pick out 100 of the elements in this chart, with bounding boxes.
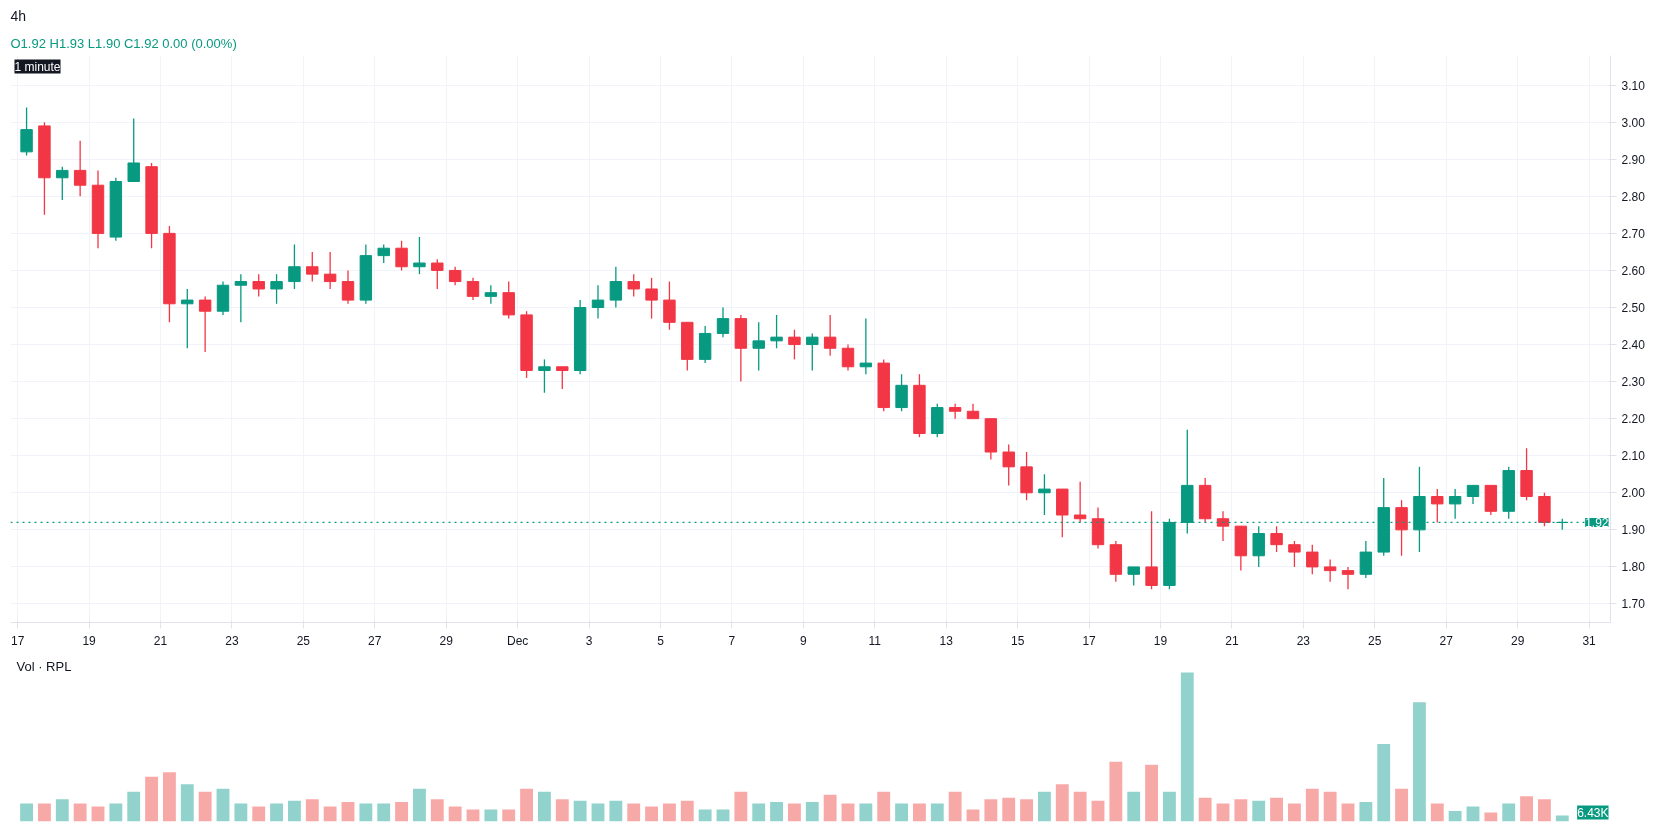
- y-tick-label: 2.70: [1621, 226, 1646, 241]
- bar: [448, 806, 462, 822]
- bar: [680, 800, 694, 822]
- bar: [984, 799, 998, 822]
- bar: [1395, 788, 1408, 822]
- candlestick: [1359, 540, 1373, 579]
- x-tick-label: 11: [868, 633, 882, 648]
- bar: [948, 791, 962, 822]
- x-tick-label: 29: [1510, 633, 1525, 648]
- candlestick: [645, 277, 658, 320]
- annotation: 1 minute: [14, 59, 61, 74]
- bar: [323, 806, 337, 822]
- x-tick-label: 27: [368, 633, 382, 648]
- candlestick: [1038, 473, 1051, 516]
- bar: [180, 784, 194, 822]
- x-tick-label: 21: [1225, 633, 1239, 648]
- bar: [359, 803, 373, 822]
- candlestick: [841, 343, 855, 372]
- bar: [698, 809, 712, 822]
- bar: [216, 788, 230, 822]
- candlestick: [752, 321, 765, 372]
- bar: [1484, 812, 1498, 822]
- bar: [520, 788, 533, 822]
- candlestick: [1448, 488, 1462, 520]
- candlestick: [323, 251, 337, 290]
- bar: [1288, 803, 1301, 822]
- candlestick: [448, 266, 462, 286]
- candlestick: [431, 258, 444, 290]
- candlestick: [1145, 510, 1158, 590]
- bar: [1145, 764, 1158, 822]
- y-tick-label: 2.60: [1621, 263, 1646, 278]
- bar: [55, 799, 69, 822]
- x-tick-label: 7: [728, 633, 736, 648]
- candlestick: [663, 280, 676, 331]
- candlestick: [1431, 488, 1444, 524]
- candlestick: [1252, 525, 1265, 568]
- x-tick-label: 17: [10, 633, 25, 648]
- x-tick-label: 25: [1368, 633, 1382, 648]
- bar: [1109, 761, 1123, 822]
- candlestick: [395, 240, 408, 272]
- y-tick-label: 1.80: [1621, 560, 1646, 575]
- bar: [538, 791, 551, 822]
- bar: [109, 803, 123, 822]
- bar: [1252, 800, 1266, 822]
- y-tick-label: 3.10: [1621, 78, 1646, 93]
- bar: [609, 800, 623, 822]
- x-tick-label: 19: [82, 633, 97, 648]
- bar: [1198, 797, 1212, 822]
- bar: [1038, 791, 1051, 822]
- bar: [502, 809, 516, 822]
- candlestick: [73, 140, 87, 197]
- y-tick-label: 2.20: [1621, 412, 1646, 427]
- bar: [252, 806, 266, 822]
- chart-subtitle: O1.92 H1.93 L1.90 C1.92 0.00 (0.00%): [10, 35, 237, 51]
- candlestick: [56, 166, 69, 201]
- candlestick: [1341, 566, 1355, 590]
- x-tick-label: Dec: [506, 633, 529, 648]
- candlestick: [341, 269, 355, 305]
- bar: [895, 803, 908, 822]
- bar: [234, 803, 248, 822]
- bar: [73, 803, 87, 822]
- candlestick: [1216, 510, 1230, 542]
- bar: [1073, 791, 1087, 822]
- x-tick-label: 23: [225, 633, 239, 648]
- x-tick-label: 21: [153, 633, 168, 648]
- candlestick: [1466, 484, 1480, 505]
- candlestick: [556, 366, 569, 390]
- bar: [1270, 797, 1283, 822]
- x-tick-label: 17: [1082, 633, 1097, 648]
- candlestick: [1288, 540, 1301, 568]
- bar: [555, 799, 569, 822]
- bar: [734, 791, 748, 822]
- bar: [1234, 799, 1248, 822]
- candlestick: [413, 236, 426, 275]
- bar: [1127, 791, 1141, 822]
- y-tick-label: 3.00: [1621, 115, 1646, 130]
- text: 6.43K: [1577, 805, 1609, 820]
- bar: [627, 803, 641, 822]
- bar: [430, 799, 444, 822]
- bar: [270, 803, 283, 822]
- bar: [1430, 803, 1444, 822]
- candlestick: [181, 288, 194, 349]
- bar: [1520, 796, 1533, 822]
- bar: [1091, 800, 1105, 822]
- bar: [163, 772, 176, 822]
- bar: [645, 806, 658, 822]
- y-tick-label: 1.70: [1621, 597, 1646, 612]
- y-tick-label: 2.40: [1621, 338, 1646, 353]
- bar: [1002, 797, 1016, 822]
- bar: [198, 791, 212, 822]
- candlestick: [502, 280, 515, 320]
- candlestick: [823, 314, 837, 357]
- candlestick: [895, 373, 908, 412]
- bar: [805, 802, 819, 822]
- bar: [1413, 702, 1426, 822]
- candlestick: [20, 106, 33, 157]
- bar: [20, 803, 33, 822]
- candlestick: [806, 332, 819, 372]
- candlestick: [1395, 499, 1408, 557]
- x-tick-label: 29: [439, 633, 454, 648]
